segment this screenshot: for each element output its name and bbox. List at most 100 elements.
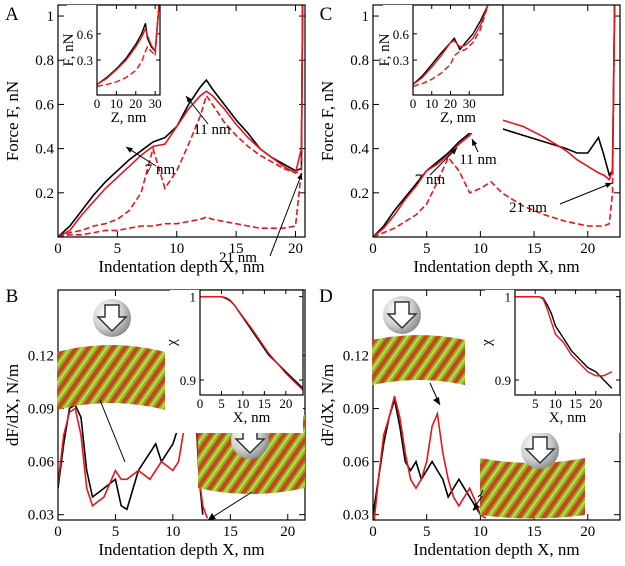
arrow-head xyxy=(297,173,303,180)
x-tick-label: 0 xyxy=(197,396,204,411)
x-tick-label: 20 xyxy=(129,96,142,111)
y-tick-label: 1 xyxy=(190,290,197,305)
x-tick-label: 5 xyxy=(423,241,431,257)
x-tick-label: 0 xyxy=(410,96,417,111)
x-tick-label: 0 xyxy=(94,96,101,111)
x-tick-label: 15 xyxy=(527,524,542,540)
x-tick-label: 10 xyxy=(425,96,438,111)
y-tick-label: 0.3 xyxy=(393,53,409,68)
arrow-head xyxy=(186,96,193,103)
axes-frame xyxy=(514,289,621,396)
x-tick-label: 15 xyxy=(569,396,582,411)
x-tick-label: 5 xyxy=(532,396,539,411)
x-tick-label: 15 xyxy=(258,396,271,411)
inset-chart: 0 10 20 30 0.3 0.6 Z, nm F, nN xyxy=(377,4,504,133)
x-tick-label: 0 xyxy=(369,524,377,540)
panel-label: B xyxy=(6,286,19,307)
y-tick-label: 0.03 xyxy=(343,508,369,524)
x-axis-label: X, nm xyxy=(549,410,587,426)
arrow-head xyxy=(605,182,612,188)
annotation-arrow xyxy=(559,182,613,205)
inset-background xyxy=(485,290,620,433)
data-line xyxy=(97,5,160,86)
y-axis-label: F, nN xyxy=(61,33,77,66)
y-axis-label: Force F, nN xyxy=(318,81,337,161)
y-tick-label: 0.12 xyxy=(343,348,369,364)
y-tick-label: 0.09 xyxy=(343,402,369,418)
y-tick-label: 0.2 xyxy=(35,186,54,202)
y-tick-label: 0.6 xyxy=(77,27,94,42)
y-axis-label: F, nN xyxy=(377,33,393,66)
data-line xyxy=(97,5,160,87)
annotation: 11 nm xyxy=(193,122,231,138)
x-axis-label: Indentation depth X, nm xyxy=(413,540,579,559)
panel-label: D xyxy=(319,286,333,307)
x-tick-label: 20 xyxy=(580,524,595,540)
y-tick-label: 0.6 xyxy=(393,27,410,42)
y-axis-label: Force F, nN xyxy=(3,81,22,161)
inset-background xyxy=(383,5,503,133)
y-tick-label: 1 xyxy=(505,290,512,305)
x-tick-label: 20 xyxy=(580,241,595,257)
y-axis-label: χ xyxy=(164,339,180,347)
x-tick-label: 0 xyxy=(369,241,377,257)
x-axis-label: Indentation depth X, nm xyxy=(413,257,579,276)
data-line xyxy=(373,396,487,520)
x-tick-label: 30 xyxy=(149,96,162,111)
axes-frame xyxy=(96,4,161,96)
annotation: 21 nm xyxy=(509,200,547,216)
y-tick-label: 0.4 xyxy=(350,142,369,158)
y-tick-label: 0.6 xyxy=(35,97,54,113)
y-tick-label: 0.8 xyxy=(350,53,369,69)
x-tick-label: 20 xyxy=(444,96,457,111)
arrow-head xyxy=(126,147,133,153)
y-tick-label: 0.3 xyxy=(77,53,93,68)
data-line xyxy=(413,5,489,86)
x-axis-label: Z, nm xyxy=(440,110,476,126)
data-line xyxy=(58,5,304,237)
data-line xyxy=(200,296,303,391)
x-tick-label: 10 xyxy=(549,396,562,411)
x-tick-label: 30 xyxy=(463,96,476,111)
annotation-arrow xyxy=(269,172,303,257)
x-tick-label: 20 xyxy=(589,396,602,411)
arrow-head xyxy=(472,139,478,146)
y-tick-label: 1 xyxy=(47,9,55,25)
y-axis-label: dF/dX, N/m xyxy=(3,364,22,446)
x-axis-label: X, nm xyxy=(233,410,271,426)
axes-frame xyxy=(199,289,304,396)
inset-chart: 0 5 10 15 20 0.9 1 X, nm χ xyxy=(164,289,304,433)
annotation: 21 nm xyxy=(219,250,257,266)
x-tick-label: 10 xyxy=(110,96,123,111)
chart-panel: 0 5 10 15 20 0.2 0.4 0.6 0.8 1 Indentation depth X… xyxy=(3,4,306,276)
data-line xyxy=(58,5,304,237)
data-line xyxy=(413,5,489,87)
x-tick-label: 10 xyxy=(169,241,184,257)
y-axis-label: χ xyxy=(479,339,495,347)
x-tick-label: 5 xyxy=(112,524,120,540)
molecule-d2 xyxy=(472,431,585,519)
y-tick-label: 0.06 xyxy=(28,455,55,471)
x-tick-label: 15 xyxy=(223,524,238,540)
y-tick-label: 0.9 xyxy=(180,373,196,388)
y-tick-label: 0.09 xyxy=(28,402,54,418)
y-tick-label: 0.4 xyxy=(35,142,54,158)
data-line xyxy=(373,5,616,237)
x-tick-label: 20 xyxy=(288,241,303,257)
x-tick-label: 0 xyxy=(54,241,62,257)
panel-label: A xyxy=(5,4,19,25)
y-tick-label: 0.03 xyxy=(28,508,54,524)
arrow-head xyxy=(450,148,457,155)
x-tick-label: 5 xyxy=(423,524,431,540)
x-tick-label: 10 xyxy=(473,524,488,540)
inset-chart: 0 10 20 30 0.3 0.6 Z, nm F, nN xyxy=(61,4,162,133)
molecule-d1 xyxy=(372,296,465,406)
x-axis-label: Indentation depth X, nm xyxy=(98,257,264,276)
x-tick-label: 10 xyxy=(236,396,249,411)
x-tick-label: 0 xyxy=(54,524,62,540)
inset-chart: 5 10 15 20 0.9 1 X, nm χ xyxy=(479,289,621,433)
y-tick-label: 0.6 xyxy=(350,97,369,113)
